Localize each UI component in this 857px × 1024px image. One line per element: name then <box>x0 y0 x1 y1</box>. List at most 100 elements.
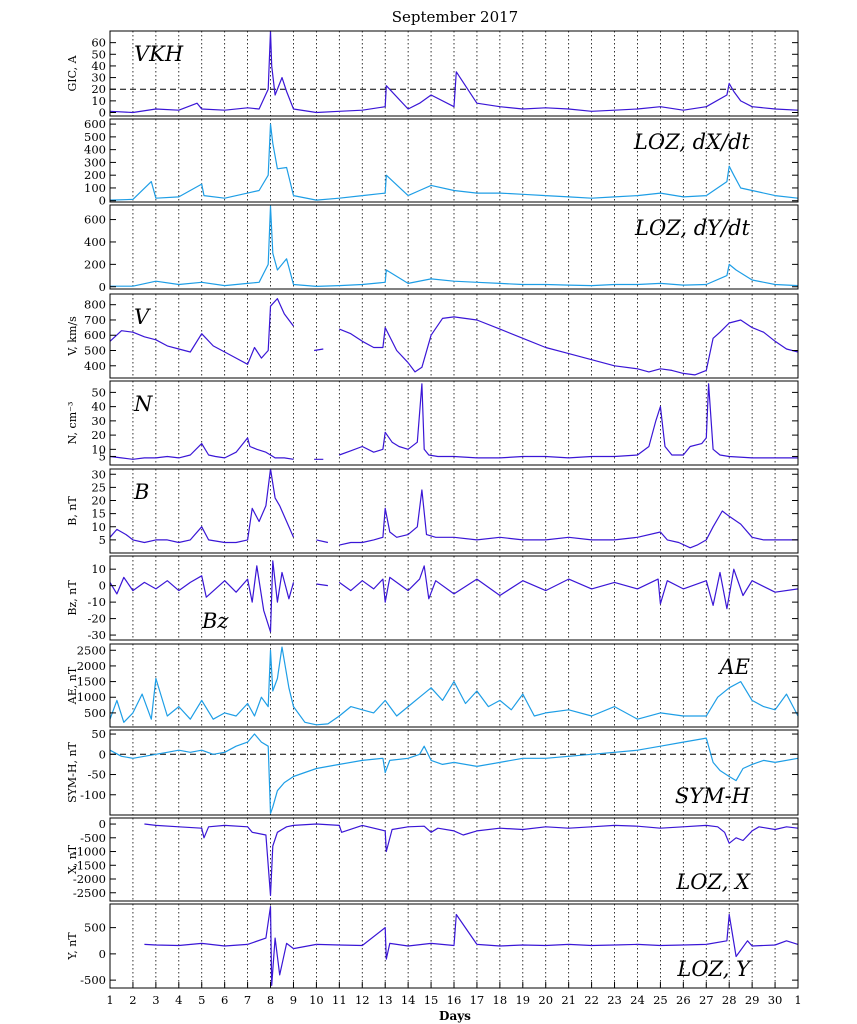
y-axis-label: V, km/s <box>66 316 79 357</box>
y-tick-label: 500 <box>84 921 106 935</box>
y-tick-label: -1000 <box>73 845 106 859</box>
y-tick-label: 50 <box>91 47 106 61</box>
y-tick-label: 40 <box>91 59 106 73</box>
y-tick-label: 10 <box>91 94 106 108</box>
panel-tag: SYM-H <box>675 784 751 808</box>
panel-x: 0-500-1000-1500-2000-2500 X, nT LOZ, X <box>66 817 799 902</box>
y-tick-label: 25 <box>91 480 106 494</box>
x-tick-label: 21 <box>561 993 576 1007</box>
x-tick-label: 1 <box>794 993 801 1007</box>
x-tick-label: 27 <box>699 993 714 1007</box>
chart-title: September 2017 <box>392 8 518 26</box>
y-tick-label: 50 <box>91 385 106 399</box>
x-tick-label: 26 <box>676 993 691 1007</box>
y-axis-label: Bz, nT <box>66 580 79 616</box>
x-tick-label: 15 <box>424 993 439 1007</box>
panel-frame <box>109 118 799 203</box>
series-line-dydt <box>110 205 799 287</box>
x-tick-label: 29 <box>745 993 760 1007</box>
x-tick-label: 23 <box>607 993 622 1007</box>
panel-tag: LOZ, X <box>675 870 751 894</box>
y-axis-label: Y, nT <box>66 932 79 961</box>
y-tick-label: 2500 <box>77 643 106 657</box>
x-tick-label: 20 <box>538 993 553 1007</box>
x-tick-label: 5 <box>198 993 205 1007</box>
y-tick-label: 400 <box>84 235 106 249</box>
x-tick-label: 7 <box>244 993 251 1007</box>
y-tick-label: 400 <box>84 359 106 373</box>
y-tick-label: -100 <box>80 788 106 802</box>
y-tick-label: 20 <box>91 82 106 96</box>
y-tick-label: 30 <box>91 71 106 85</box>
y-tick-label: 0 <box>99 280 106 294</box>
panel-frame <box>109 643 799 728</box>
y-tick-label: 20 <box>91 494 106 508</box>
series-line-ae <box>109 646 799 726</box>
y-tick-label: 0 <box>99 106 106 120</box>
x-tick-label: 11 <box>332 993 347 1007</box>
y-tick-label: 800 <box>84 298 106 312</box>
x-tick-label: 18 <box>493 993 508 1007</box>
panel-tag: LOZ, dX/dt <box>633 130 751 154</box>
y-axis-label: GIC, A <box>66 54 79 91</box>
y-tick-label: 0 <box>99 747 106 761</box>
x-tick-label: 3 <box>152 993 159 1007</box>
y-tick-label: -20 <box>87 612 106 626</box>
panel-frame <box>109 817 799 902</box>
y-tick-label: 30 <box>91 467 106 481</box>
x-tick-label: 9 <box>290 993 297 1007</box>
panel-frame <box>109 468 799 554</box>
series-line-symh <box>109 733 799 814</box>
y-tick-label: 2000 <box>77 659 106 673</box>
y-tick-label: 300 <box>84 155 106 169</box>
x-tick-label: 6 <box>221 993 228 1007</box>
y-tick-label: -2500 <box>73 886 106 900</box>
y-tick-label: 600 <box>84 117 106 131</box>
y-tick-label: 60 <box>91 36 106 50</box>
y-tick-label: 50 <box>91 727 106 741</box>
x-tick-label: 16 <box>447 993 462 1007</box>
y-tick-label: 500 <box>84 130 106 144</box>
y-tick-label: 200 <box>84 168 106 182</box>
panel-dydt: 0 200 400 600 LOZ, dY/dt <box>84 204 799 294</box>
y-tick-label: -500 <box>80 831 106 845</box>
y-axis-label: B, nT <box>66 496 79 526</box>
panel-tag: Bz <box>201 609 229 633</box>
x-tick-label: 25 <box>653 993 668 1007</box>
panel-tag: N <box>133 392 153 416</box>
series-line-bz <box>109 560 799 633</box>
x-tick-label: 8 <box>267 993 274 1007</box>
x-tick-label: 22 <box>584 993 599 1007</box>
y-tick-label: 200 <box>84 257 106 271</box>
panel-symh: -100 -50 0 50 SYM-H, nT SYM-H <box>66 727 799 816</box>
series-line-x <box>144 823 799 897</box>
y-axis-label: AE, nT <box>66 666 79 705</box>
panel-tag: AE <box>718 655 751 679</box>
x-tick-label: 13 <box>378 993 393 1007</box>
panel-frame <box>109 30 799 117</box>
series-line-v <box>109 298 799 376</box>
y-tick-label: 40 <box>91 400 106 414</box>
panel-bz: -30 -20 -10 0 10 Bz, nT Bz <box>66 555 799 642</box>
y-tick-label: 0 <box>99 194 106 208</box>
panel-tag: VKH <box>134 42 184 66</box>
panel-tag: LOZ, dY/dt <box>634 216 751 240</box>
y-axis-label: X, nT <box>66 844 79 874</box>
y-tick-label: -50 <box>87 768 106 782</box>
x-axis: 1 2 3 4 5 6 7 8 9 10 11 12 13 14 15 16 17 18 19 20 21 22 23 24 2… <box>106 982 802 1007</box>
y-tick-label: 0 <box>99 947 106 961</box>
y-tick-label: 600 <box>84 328 106 342</box>
panel-frame <box>109 293 799 379</box>
y-tick-label: 1000 <box>77 690 106 704</box>
panel-tag: V <box>134 305 151 329</box>
y-tick-label: 400 <box>84 143 106 157</box>
x-axis-label: Days <box>439 1009 471 1023</box>
y-tick-label: 10 <box>91 442 106 456</box>
